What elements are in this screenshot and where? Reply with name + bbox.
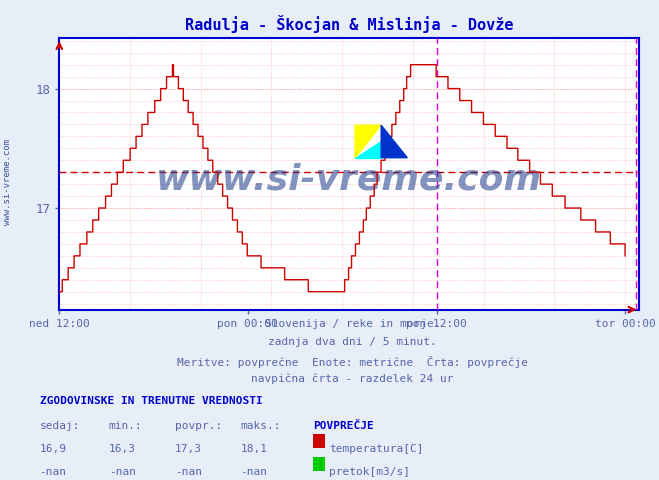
Text: 16,3: 16,3 (109, 444, 136, 454)
Text: Meritve: povprečne  Enote: metrične  Črta: povprečje: Meritve: povprečne Enote: metrične Črta:… (177, 356, 528, 368)
Text: www.si-vreme.com: www.si-vreme.com (3, 139, 13, 226)
Text: www.si-vreme.com: www.si-vreme.com (156, 162, 542, 196)
Text: -nan: -nan (241, 467, 268, 477)
Text: 18,1: 18,1 (241, 444, 268, 454)
Text: -nan: -nan (109, 467, 136, 477)
Polygon shape (355, 125, 381, 158)
Title: Radulja - Škocjan & Mislinja - Dovže: Radulja - Škocjan & Mislinja - Dovže (185, 15, 513, 33)
Text: maks.:: maks.: (241, 421, 281, 431)
Text: povpr.:: povpr.: (175, 421, 222, 431)
Text: min.:: min.: (109, 421, 142, 431)
Text: 17,3: 17,3 (175, 444, 202, 454)
Text: -nan: -nan (40, 467, 67, 477)
Text: zadnja dva dni / 5 minut.: zadnja dva dni / 5 minut. (268, 337, 437, 348)
Polygon shape (381, 125, 407, 158)
Text: -nan: -nan (175, 467, 202, 477)
Text: sedaj:: sedaj: (40, 421, 80, 431)
Text: POVPREČJE: POVPREČJE (313, 421, 374, 431)
Text: 16,9: 16,9 (40, 444, 67, 454)
Text: navpična črta - razdelek 24 ur: navpična črta - razdelek 24 ur (251, 374, 454, 384)
Text: ZGODOVINSKE IN TRENUTNE VREDNOSTI: ZGODOVINSKE IN TRENUTNE VREDNOSTI (40, 396, 262, 406)
Polygon shape (355, 142, 381, 158)
Text: temperatura[C]: temperatura[C] (330, 444, 424, 454)
Text: pretok[m3/s]: pretok[m3/s] (330, 467, 411, 477)
Text: Slovenija / reke in morje.: Slovenija / reke in morje. (265, 319, 440, 329)
